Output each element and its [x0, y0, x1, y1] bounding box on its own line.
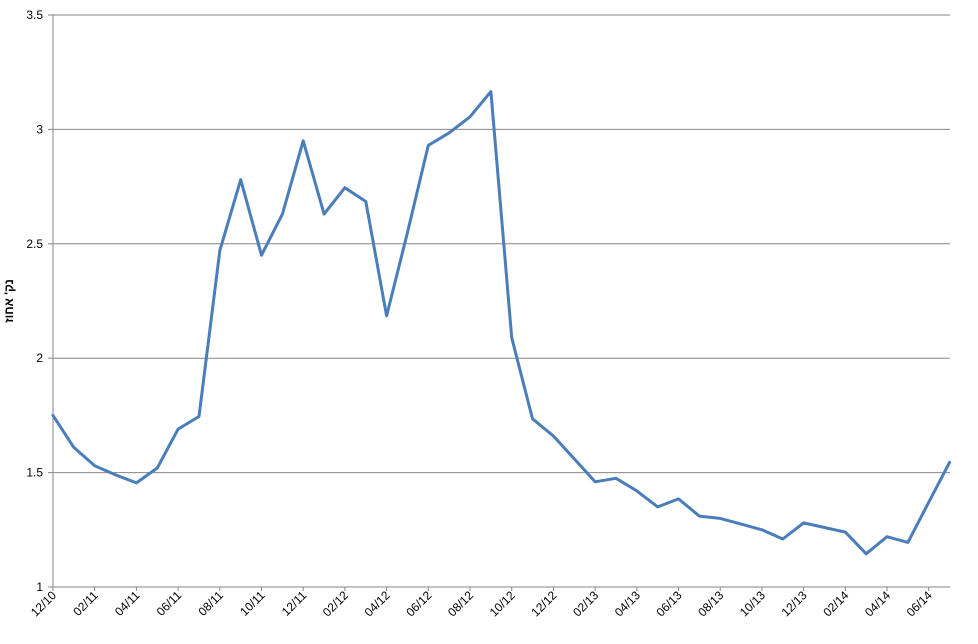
- y-tick-label: 2: [36, 351, 43, 365]
- y-tick-label: 1: [36, 580, 43, 594]
- y-tick-label: 3.5: [26, 8, 43, 22]
- y-tick-label: 1.5: [26, 466, 43, 480]
- y-tick-label: 2.5: [26, 237, 43, 251]
- y-axis-label: נק' אחוז: [2, 279, 16, 323]
- y-tick-label: 3: [36, 122, 43, 136]
